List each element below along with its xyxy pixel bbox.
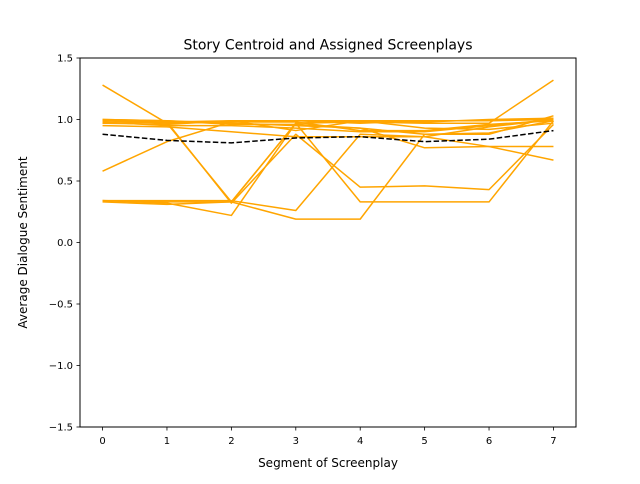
x-axis-label: Segment of Screenplay xyxy=(258,456,398,470)
y-axis: −1.5 −1.0 −0.5 0.0 0.5 1.0 1.5 xyxy=(49,54,80,434)
x-tick-label-0: 0 xyxy=(99,436,105,447)
y-tick-label-0: −1.5 xyxy=(49,423,73,434)
x-axis: 0 1 2 3 4 5 6 7 xyxy=(99,427,557,447)
y-tick-label-5: 1.0 xyxy=(57,115,73,126)
screenplay-line-7 xyxy=(102,121,554,204)
x-tick-label-3: 3 xyxy=(293,436,299,447)
y-tick-label-2: −0.5 xyxy=(49,300,73,311)
x-tick-label-2: 2 xyxy=(228,436,234,447)
screenplay-line-3 xyxy=(102,117,554,217)
x-tick-label-7: 7 xyxy=(550,436,556,447)
x-tick-label-5: 5 xyxy=(421,436,427,447)
screenplay-line-5 xyxy=(102,115,554,220)
x-tick-label-1: 1 xyxy=(164,436,170,447)
screenplay-line-6 xyxy=(102,120,555,206)
screenplay-line-14 xyxy=(102,118,554,133)
y-tick-label-1: −1.0 xyxy=(49,361,73,372)
y-tick-label-6: 1.5 xyxy=(57,54,73,65)
chart-title: Story Centroid and Assigned Screenplays xyxy=(183,38,472,54)
screenplay-line-8 xyxy=(102,124,554,161)
centroid-line xyxy=(102,129,554,144)
lines-layer xyxy=(102,79,555,220)
y-axis-label: Average Dialogue Sentiment xyxy=(16,156,30,328)
plot-frame xyxy=(79,57,577,428)
x-tick-label-4: 4 xyxy=(357,436,363,447)
x-tick-label-6: 6 xyxy=(486,436,492,447)
screenplay-line-13 xyxy=(102,119,554,132)
y-tick-label-3: 0.0 xyxy=(57,238,73,249)
y-tick-label-4: 0.5 xyxy=(57,177,73,188)
